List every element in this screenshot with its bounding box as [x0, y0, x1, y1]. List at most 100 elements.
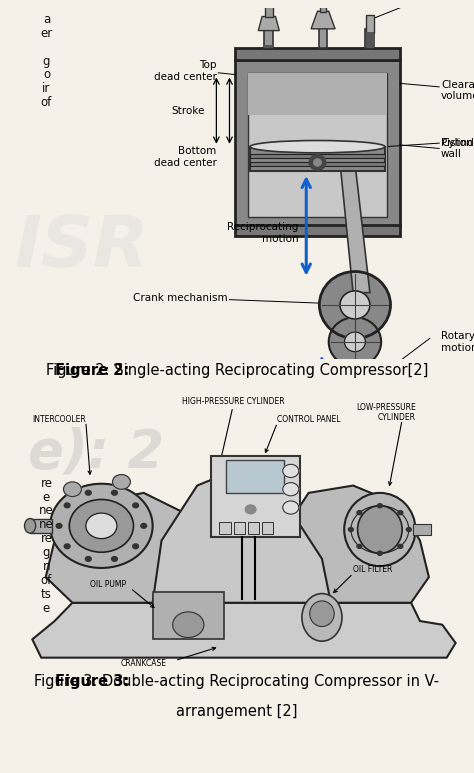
- Text: re: re: [40, 533, 53, 545]
- Text: Figure 2:: Figure 2:: [55, 363, 129, 378]
- Bar: [153, 592, 224, 639]
- Bar: [210, 456, 300, 536]
- Text: arrangement [2]: arrangement [2]: [176, 704, 298, 719]
- Text: INTERCOOLER: INTERCOOLER: [32, 415, 86, 424]
- Bar: [248, 73, 387, 115]
- Text: Crank mechanism: Crank mechanism: [133, 293, 228, 303]
- Circle shape: [64, 544, 70, 549]
- Text: Figure 3:: Figure 3:: [55, 673, 129, 689]
- Circle shape: [64, 503, 70, 508]
- Circle shape: [345, 332, 365, 352]
- Circle shape: [406, 527, 411, 532]
- Text: re: re: [40, 477, 53, 489]
- Circle shape: [319, 271, 391, 339]
- Circle shape: [111, 490, 118, 495]
- Circle shape: [86, 513, 117, 539]
- Circle shape: [377, 504, 383, 508]
- Text: Rotary
motion: Rotary motion: [441, 331, 474, 352]
- Bar: [235, 225, 400, 237]
- Polygon shape: [258, 16, 279, 31]
- Text: Intake valve: Intake valve: [378, 0, 441, 2]
- Polygon shape: [311, 12, 335, 29]
- Text: ne: ne: [39, 519, 54, 531]
- Bar: [265, 2, 273, 17]
- Circle shape: [283, 465, 299, 478]
- Circle shape: [283, 482, 299, 495]
- Text: HIGH-PRESSURE CYLINDER: HIGH-PRESSURE CYLINDER: [182, 397, 284, 406]
- Bar: [320, 0, 326, 12]
- Circle shape: [398, 511, 403, 515]
- Text: a: a: [43, 13, 50, 26]
- Bar: [366, 15, 374, 33]
- Text: CRANKCASE: CRANKCASE: [121, 659, 167, 668]
- Circle shape: [377, 551, 383, 555]
- Ellipse shape: [310, 601, 334, 627]
- Circle shape: [173, 612, 204, 638]
- Text: LOW-PRESSURE
CYLINDER: LOW-PRESSURE CYLINDER: [356, 403, 416, 422]
- Text: o: o: [43, 69, 50, 81]
- Bar: [319, 27, 327, 48]
- Bar: [30, 519, 53, 533]
- Bar: [262, 523, 273, 534]
- Polygon shape: [32, 603, 456, 658]
- Text: Piston: Piston: [441, 138, 473, 148]
- Bar: [235, 48, 400, 60]
- Circle shape: [357, 544, 362, 548]
- Text: g: g: [43, 547, 50, 559]
- Polygon shape: [153, 467, 331, 603]
- Text: e: e: [43, 602, 50, 615]
- Text: Cylinder
wall: Cylinder wall: [441, 138, 474, 159]
- Ellipse shape: [25, 519, 36, 533]
- Text: ts: ts: [41, 588, 52, 601]
- Circle shape: [133, 503, 138, 508]
- Bar: [250, 154, 385, 158]
- Circle shape: [56, 523, 62, 528]
- Bar: [366, 32, 374, 48]
- Text: g: g: [43, 55, 50, 67]
- Text: OIL PUMP: OIL PUMP: [90, 580, 126, 589]
- Circle shape: [283, 501, 299, 514]
- Text: Bore: Bore: [305, 80, 330, 90]
- Text: ir: ir: [42, 83, 51, 95]
- Text: Clearance
volume: Clearance volume: [441, 80, 474, 101]
- Bar: [264, 29, 273, 48]
- Bar: [235, 60, 400, 226]
- Circle shape: [328, 317, 381, 366]
- Text: e): 2: e): 2: [28, 426, 164, 478]
- Circle shape: [69, 499, 134, 552]
- Ellipse shape: [357, 506, 402, 553]
- Circle shape: [348, 527, 353, 532]
- Ellipse shape: [302, 594, 342, 641]
- Circle shape: [85, 490, 91, 495]
- Circle shape: [309, 155, 326, 170]
- Text: n: n: [43, 560, 50, 573]
- Text: Figure 2: Single-acting Reciprocating Compressor[2]: Figure 2: Single-acting Reciprocating Co…: [46, 363, 428, 378]
- Bar: [226, 460, 284, 493]
- Text: CONTROL PANEL: CONTROL PANEL: [277, 415, 341, 424]
- Text: Figure 3: Double-acting Reciprocating Compressor in V-: Figure 3: Double-acting Reciprocating Co…: [35, 673, 439, 689]
- Text: ne: ne: [39, 505, 54, 517]
- Circle shape: [357, 511, 362, 515]
- Bar: [250, 162, 385, 166]
- Circle shape: [133, 544, 138, 549]
- Text: e: e: [43, 491, 50, 503]
- Bar: [248, 523, 259, 534]
- Circle shape: [50, 484, 153, 568]
- Text: of: of: [41, 97, 52, 109]
- Bar: [264, 46, 273, 48]
- Bar: [250, 147, 385, 172]
- Text: Stroke: Stroke: [172, 106, 205, 116]
- Circle shape: [314, 159, 321, 166]
- Bar: [234, 523, 245, 534]
- Text: ISR: ISR: [14, 213, 149, 282]
- Circle shape: [246, 505, 256, 514]
- Circle shape: [112, 475, 130, 489]
- Text: of: of: [41, 574, 52, 587]
- Text: Reciprocating
motion: Reciprocating motion: [228, 222, 299, 243]
- Bar: [365, 29, 374, 48]
- Polygon shape: [341, 169, 370, 293]
- Circle shape: [398, 544, 403, 548]
- Text: OIL FILTER: OIL FILTER: [353, 565, 392, 574]
- Ellipse shape: [250, 141, 385, 153]
- Bar: [219, 523, 231, 534]
